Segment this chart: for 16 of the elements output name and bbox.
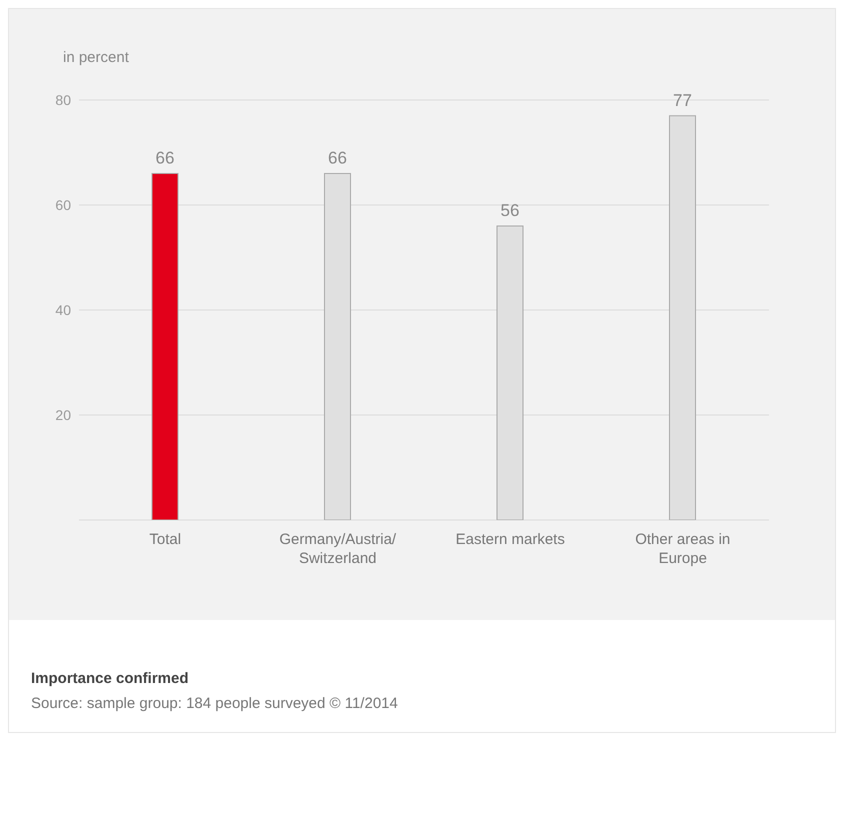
bar <box>152 173 178 520</box>
data-label: 66 <box>156 148 174 168</box>
y-tick-label: 40 <box>55 302 72 318</box>
x-tick-label: Eastern markets <box>456 531 565 548</box>
source-note: Source: sample group: 184 people surveyed © 11/2014 <box>31 695 399 712</box>
y-tick-label: 60 <box>55 196 72 213</box>
data-label: 66 <box>328 148 347 168</box>
x-tick-label: Germany/Austria/Switzerland <box>279 531 397 567</box>
text: Importance confirmed <box>31 670 190 687</box>
y-tick-label: 80 <box>55 92 72 108</box>
y-tick-label: 20 <box>55 406 72 423</box>
x-tick-label: Total <box>149 531 182 548</box>
data-label: 77 <box>673 90 692 110</box>
data-label: 56 <box>500 201 520 220</box>
y-axis-title: in percent <box>63 49 130 66</box>
x-tick-label: Other areas in Europe <box>635 531 730 567</box>
